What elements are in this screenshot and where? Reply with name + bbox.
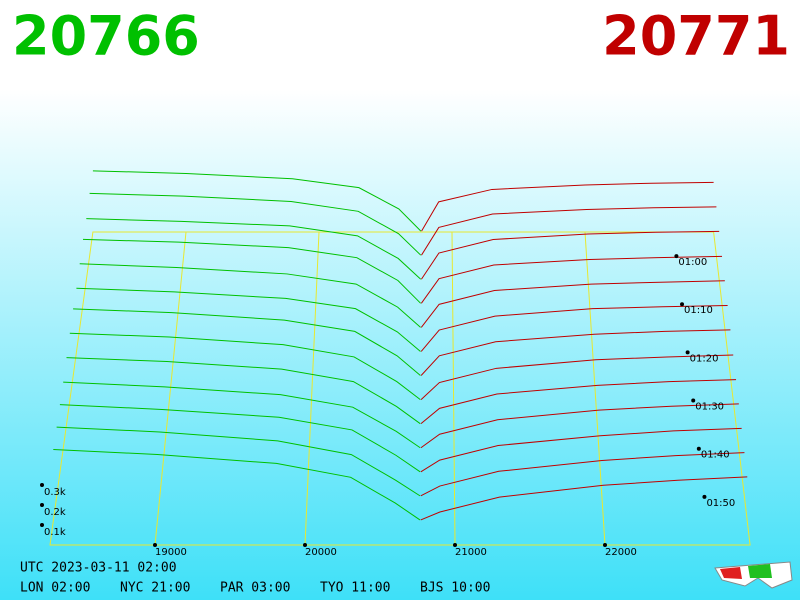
time-tick-label: 01:10 (684, 305, 713, 316)
asks-depth-line (420, 403, 739, 449)
bids-depth-line (89, 192, 422, 256)
bids-depth-line (79, 263, 421, 328)
bids-depth-line (76, 287, 421, 352)
utc-time: UTC 2023-03-11 02:00 (20, 561, 177, 576)
asks-depth-line (420, 304, 728, 352)
time-tick (680, 302, 685, 307)
bids-depth-line (63, 381, 421, 449)
bid-price: 20766 (12, 5, 200, 68)
grid-line (304, 231, 320, 546)
tick-dot (453, 543, 457, 547)
depth-tick-label: 0.1k (44, 527, 66, 538)
x-tick-label: 19000 (155, 547, 187, 558)
depth-tick (40, 483, 44, 487)
ask-price: 20771 (602, 5, 790, 68)
x-tick-label: 21000 (455, 547, 487, 558)
grid-line (451, 231, 456, 546)
floor-grid (49, 231, 751, 546)
bids-depth-line (92, 170, 422, 232)
time-tick (685, 350, 690, 355)
time-tick-label: 01:00 (678, 257, 707, 268)
x-tick-label: 22000 (605, 547, 637, 558)
tick-dot (153, 543, 157, 547)
bids-depth-line (86, 218, 422, 280)
asks-depth-line (420, 329, 731, 376)
time-tick-label: 01:40 (701, 450, 730, 461)
asks-depth-line (421, 206, 717, 256)
city-time: PAR 03:00 (220, 581, 290, 596)
bids-depth-line (73, 308, 421, 376)
time-tick (691, 398, 696, 403)
bids-depth-line (59, 404, 421, 473)
depth-tick-label: 0.2k (44, 507, 66, 518)
time-tick-label: 01:30 (695, 402, 724, 413)
time-tick-label: 01:50 (706, 498, 735, 509)
asks-depth-line (421, 181, 714, 232)
asks-depth-line (420, 255, 723, 304)
bids-depth-line (53, 449, 421, 521)
city-time: NYC 21:00 (120, 581, 190, 596)
time-tick (702, 494, 707, 499)
city-time: LON 02:00 (20, 581, 90, 596)
x-tick-label: 20000 (305, 547, 337, 558)
city-time: BJS 10:00 (420, 581, 490, 596)
depth-tick (40, 503, 44, 507)
depth-tick-label: 0.3k (44, 487, 66, 498)
asks-depth-line (420, 230, 720, 280)
bids-depth-line (56, 426, 421, 497)
time-tick (696, 446, 701, 451)
asks-depth-line (420, 452, 745, 497)
depth-tick (40, 523, 44, 527)
tick-dot (603, 543, 607, 547)
tick-dot (303, 543, 307, 547)
bids-depth-line (66, 357, 421, 425)
grid-line (154, 231, 187, 546)
asks-depth-line (420, 476, 748, 521)
asks-depth-line (420, 354, 734, 400)
asks-depth-line (420, 427, 742, 473)
time-tick-label: 01:20 (690, 353, 719, 364)
glasses-icon (714, 561, 793, 589)
asks-depth-line (420, 379, 737, 425)
bids-depth-line (82, 238, 422, 304)
city-time: TYO 11:00 (320, 581, 390, 596)
bids-depth-line (69, 332, 421, 400)
time-tick (674, 254, 679, 259)
asks-depth-line (420, 280, 725, 328)
